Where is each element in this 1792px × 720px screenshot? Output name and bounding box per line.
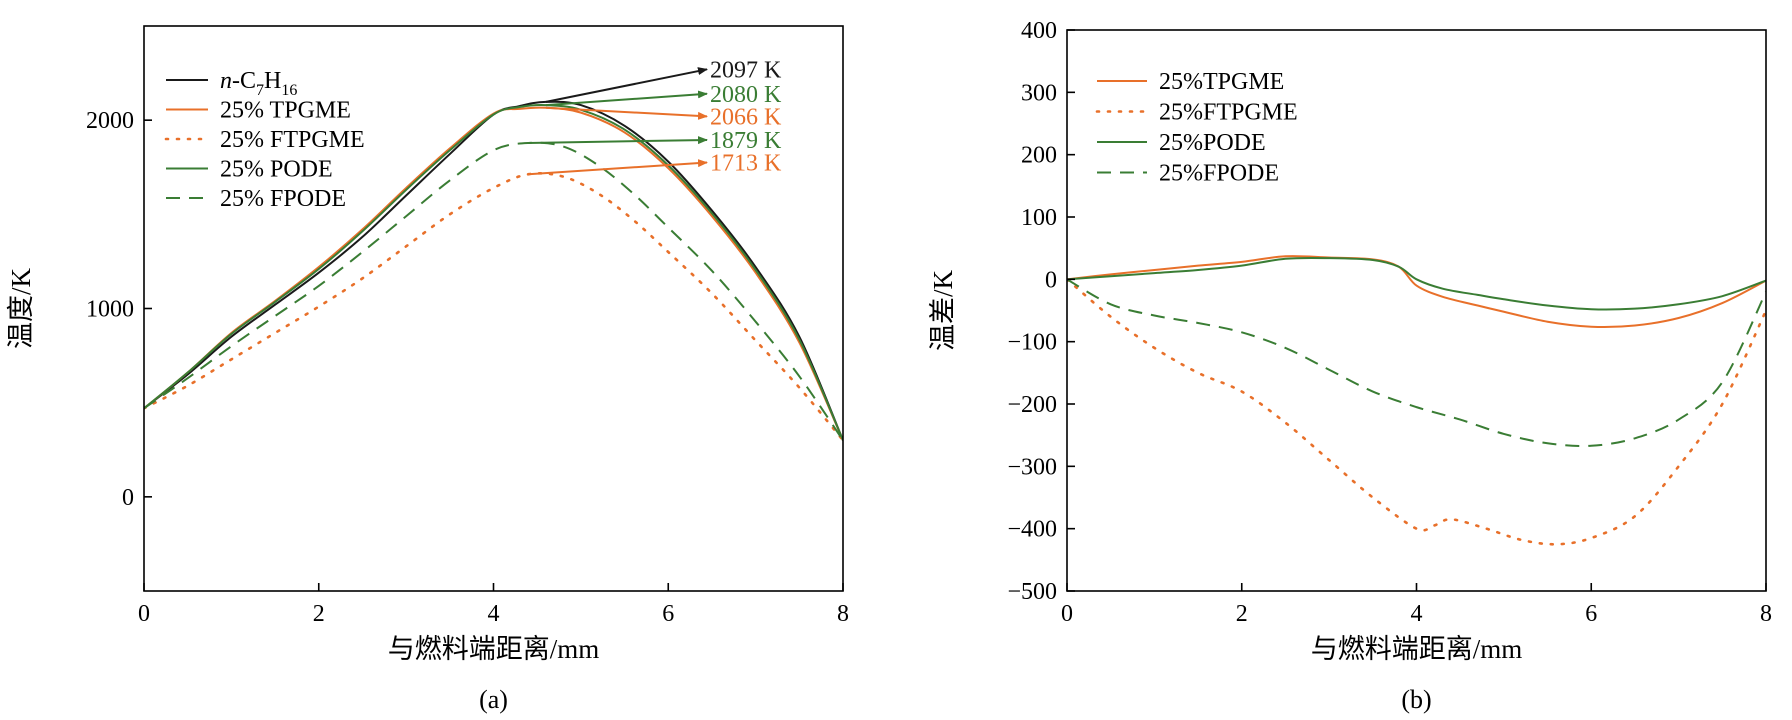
annotation-arrow [545,106,708,120]
series-line-25-tpgme [1067,255,1766,328]
x-tick-label: 2 [1236,601,1248,627]
y-tick-label: 100 [1021,205,1057,231]
legend-label-part: 7 [256,82,264,99]
panel-label: (a) [479,685,508,714]
y-tick-label: 300 [1021,80,1057,106]
x-tick-label: 8 [837,601,849,627]
legend-label: 25% FPODE [220,186,346,212]
legend-label: 25% TPGME [220,98,351,124]
x-tick-label: 4 [1411,601,1423,627]
annotation-label: 2097 K [710,57,782,83]
legend-label: n-C7H16 [220,68,297,99]
x-tick-label: 4 [488,601,500,627]
y-tick-label: 400 [1021,18,1057,44]
annotation-arrow [545,67,708,103]
series-line-25-fpode [1067,278,1766,447]
x-tick-label: 0 [138,601,150,627]
y-tick-label: 0 [1045,267,1057,293]
series-lines [1067,255,1766,546]
y-tick-label: −500 [1007,579,1057,605]
y-tick-label: 2000 [86,108,134,134]
legend-label: 25%TPGME [1159,69,1284,95]
legend-label: 25%FTPGME [1159,100,1298,126]
x-axis-title: 与燃料端距离/mm [1311,634,1523,664]
y-axis-title: 温差/K [928,269,958,351]
x-axis-title: 与燃料端距离/mm [388,634,600,664]
x-tick-label: 6 [1585,601,1597,627]
y-tick-label: 0 [122,485,134,511]
legend-label: 25% FTPGME [220,127,365,153]
y-tick-label: −400 [1007,517,1057,543]
series-lines [144,100,843,442]
annotation-label: 2080 K [710,82,782,108]
y-tick-label: 1000 [86,297,134,323]
x-tick-label: 0 [1061,601,1073,627]
annotation-arrow [528,136,708,145]
series-line-25-fpode [144,141,843,441]
annotation-arrow [528,159,708,176]
legend-label-part: H [264,68,281,94]
y-tick-label: 200 [1021,143,1057,169]
series-line-25-pode [1067,256,1766,311]
legend-label: 25% PODE [220,157,333,183]
legend-label: 25%FPODE [1159,161,1279,187]
y-tick-label: −300 [1007,454,1057,480]
annotation-label: 1879 K [710,128,782,154]
legend-label-part: n [220,68,232,94]
legend-label-part: 16 [281,82,297,99]
legend-label-part: -C [232,68,256,94]
annotation-label: 1713 K [710,151,782,177]
legend-label: 25%PODE [1159,130,1266,156]
y-axis-title: 温度/K [6,267,36,349]
panel-label: (b) [1401,685,1431,714]
y-tick-label: −100 [1007,330,1057,356]
x-tick-label: 6 [662,601,674,627]
x-tick-label: 8 [1760,601,1772,627]
series-line-25-ftpgme [144,172,843,442]
series-line-25-pode [144,103,843,441]
panel-b: 0 2 4 6 8 −500 −400 −300 −200 −100 0 100 200 300 400 与燃… [928,18,1772,714]
x-tick-label: 2 [313,601,325,627]
series-line-25-ftpgme [1067,278,1766,546]
legend: 25%TPGME 25%FTPGME 25%PODE 25%FPODE [1095,69,1298,187]
annotation-label: 2066 K [710,104,782,130]
y-tick-label: −200 [1007,392,1057,418]
panel-a: 0 2 4 6 8010002000与燃料端距离/mm温度/K(a)n-C7H1625%… [6,25,849,714]
annotation-arrow [545,90,708,107]
